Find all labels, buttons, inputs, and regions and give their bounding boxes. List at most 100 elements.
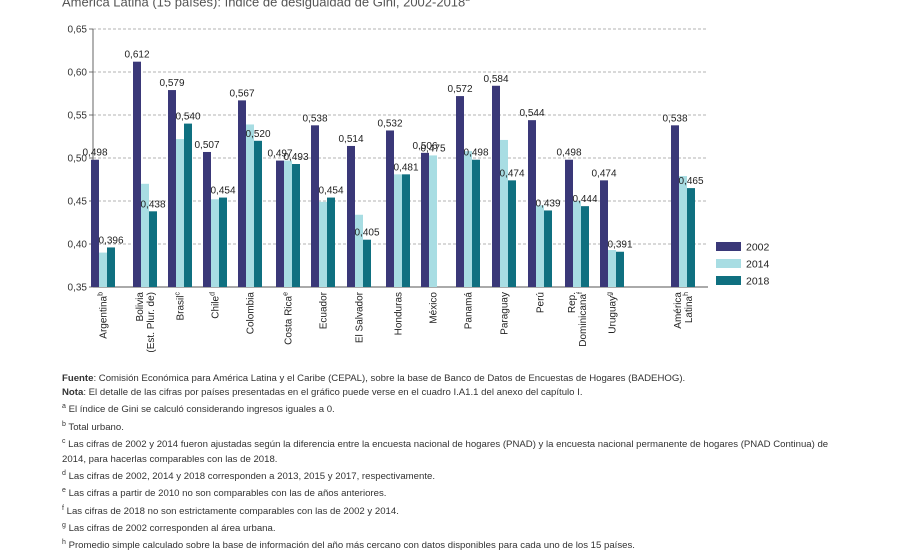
data-label: 0,507: [194, 140, 219, 151]
bar-2018-15: [687, 188, 695, 287]
data-label: 0,498: [82, 148, 107, 159]
category-label-group: México: [429, 292, 440, 324]
bar-2002-12: [528, 120, 536, 287]
bar-2014-2: [176, 139, 184, 287]
bar-2018-2: [184, 123, 192, 287]
legend-swatch-2018: [716, 276, 741, 285]
bar-2002-14: [600, 180, 608, 287]
data-label: 0,498: [556, 148, 581, 159]
category-label: Perú: [536, 292, 547, 313]
bar-2018-11: [508, 180, 516, 287]
bar-2014-5: [284, 160, 292, 287]
data-label: 0,454: [210, 186, 235, 197]
data-label: 0,474: [591, 168, 616, 179]
category-label: (Est. Plur. de): [146, 292, 157, 353]
bar-2018-1: [149, 211, 157, 287]
data-label: 0,444: [572, 194, 597, 205]
bar-2014-13: [573, 201, 581, 287]
category-sup: c: [175, 292, 182, 296]
category-label-group: Uruguayg: [607, 292, 619, 334]
bar-2014-8: [394, 174, 402, 287]
category-sup: b: [98, 292, 105, 296]
category-sup: f: [577, 292, 584, 294]
bar-2002-2: [168, 90, 176, 287]
category-label: Chiled: [210, 292, 222, 319]
category-label-group: El Salvador: [355, 291, 366, 343]
data-label: 0,544: [519, 108, 544, 119]
bar-2014-15: [679, 176, 687, 287]
bar-2014-6: [319, 201, 327, 287]
category-label: Argentinab: [98, 292, 110, 339]
bar-2002-15: [671, 125, 679, 287]
category-label: Dominicanaf: [577, 292, 589, 347]
data-label: 0,612: [124, 50, 149, 61]
general-note: Nota: El detalle de las cifras por paíse…: [62, 387, 583, 399]
category-label: Colombia: [246, 292, 257, 335]
footnote-h: h Promedio simple calculado sobre la bas…: [62, 539, 635, 552]
legend-label-2002: 2002: [746, 242, 770, 254]
data-label: 0,475: [420, 143, 445, 154]
category-label: Ecuador: [319, 291, 330, 329]
bar-2014-3: [211, 199, 219, 287]
bar-2018-4: [254, 140, 262, 287]
bar-2002-0: [91, 159, 99, 287]
category-label-group: Bolivia (Est. Plur. de): [135, 292, 157, 353]
bar-2002-10: [456, 96, 464, 287]
bar-2014-12: [536, 205, 544, 287]
category-label: Latinah: [683, 292, 695, 323]
bar-2014-7: [355, 214, 363, 287]
data-label: 0,538: [662, 113, 687, 124]
data-label: 0,474: [499, 168, 524, 179]
y-tick-label: 0,65: [68, 25, 88, 36]
y-tick-label: 0,50: [68, 154, 88, 165]
bar-2002-5: [276, 160, 284, 287]
data-label: 0,540: [175, 112, 200, 123]
category-label-group: Perú: [536, 292, 547, 313]
bar-2002-8: [386, 130, 394, 287]
bar-2018-13: [581, 206, 589, 287]
bar-2014-9: [429, 155, 437, 287]
data-label: 0,493: [283, 152, 308, 163]
data-label: 0,497: [267, 149, 292, 160]
data-label: 0,506: [412, 141, 437, 152]
footnotes: a El índice de Gini se calculó considera…: [62, 400, 842, 553]
footnote-e: e Las cifras a partir de 2010 no son com…: [62, 487, 387, 500]
bar-2018-14: [616, 251, 624, 287]
bar-2018-10: [472, 159, 480, 287]
data-label: 0,584: [483, 74, 508, 85]
category-label-group: Colombia: [246, 292, 257, 335]
y-tick-label: 0,60: [68, 68, 88, 79]
category-sup: d: [210, 292, 217, 296]
bar-2018-0: [107, 247, 115, 287]
bar-2002-9: [421, 152, 429, 287]
bar-2014-4: [246, 124, 254, 288]
category-label-group: Chiled: [210, 292, 222, 319]
chart-notes: Fuente: Comisión Económica para América …: [62, 372, 842, 554]
y-tick-label: 0,45: [68, 197, 88, 208]
category-label: El Salvador: [355, 291, 366, 343]
bar-2002-1: [133, 61, 141, 288]
data-label: 0,481: [393, 162, 418, 173]
bar-2002-3: [203, 151, 211, 287]
data-label: 0,532: [377, 118, 402, 129]
bar-2014-1: [141, 183, 149, 287]
data-label: 0,520: [245, 129, 270, 140]
category-label-group: Ecuador: [319, 291, 330, 329]
gini-bar-chart: 0,35 0,40 0,45 0,50 0,55 0,60 0,65 0,498 0,396 0,…: [68, 25, 770, 353]
y-tick-label: 0,55: [68, 111, 88, 122]
category-label-group: Brasilc: [175, 292, 187, 321]
bar-2014-10: [464, 151, 472, 287]
legend-swatch-2014: [716, 259, 741, 268]
source-note: Fuente: Comisión Económica para América …: [62, 373, 686, 384]
data-label: 0,454: [318, 186, 343, 197]
chart-title: América Latina (15 países): índice de de…: [62, 0, 470, 10]
category-label: Panamá: [464, 292, 475, 330]
data-label: 0,538: [302, 113, 327, 124]
category-label-group: Rep. Dominicanaf: [567, 292, 589, 347]
bar-2018-3: [219, 197, 227, 287]
category-label-group: Argentinab: [98, 292, 110, 339]
category-label: México: [429, 292, 440, 324]
category-label: Brasilc: [175, 292, 187, 321]
bar-2014-0: [99, 252, 107, 287]
category-label: Costa Ricae: [283, 292, 295, 345]
